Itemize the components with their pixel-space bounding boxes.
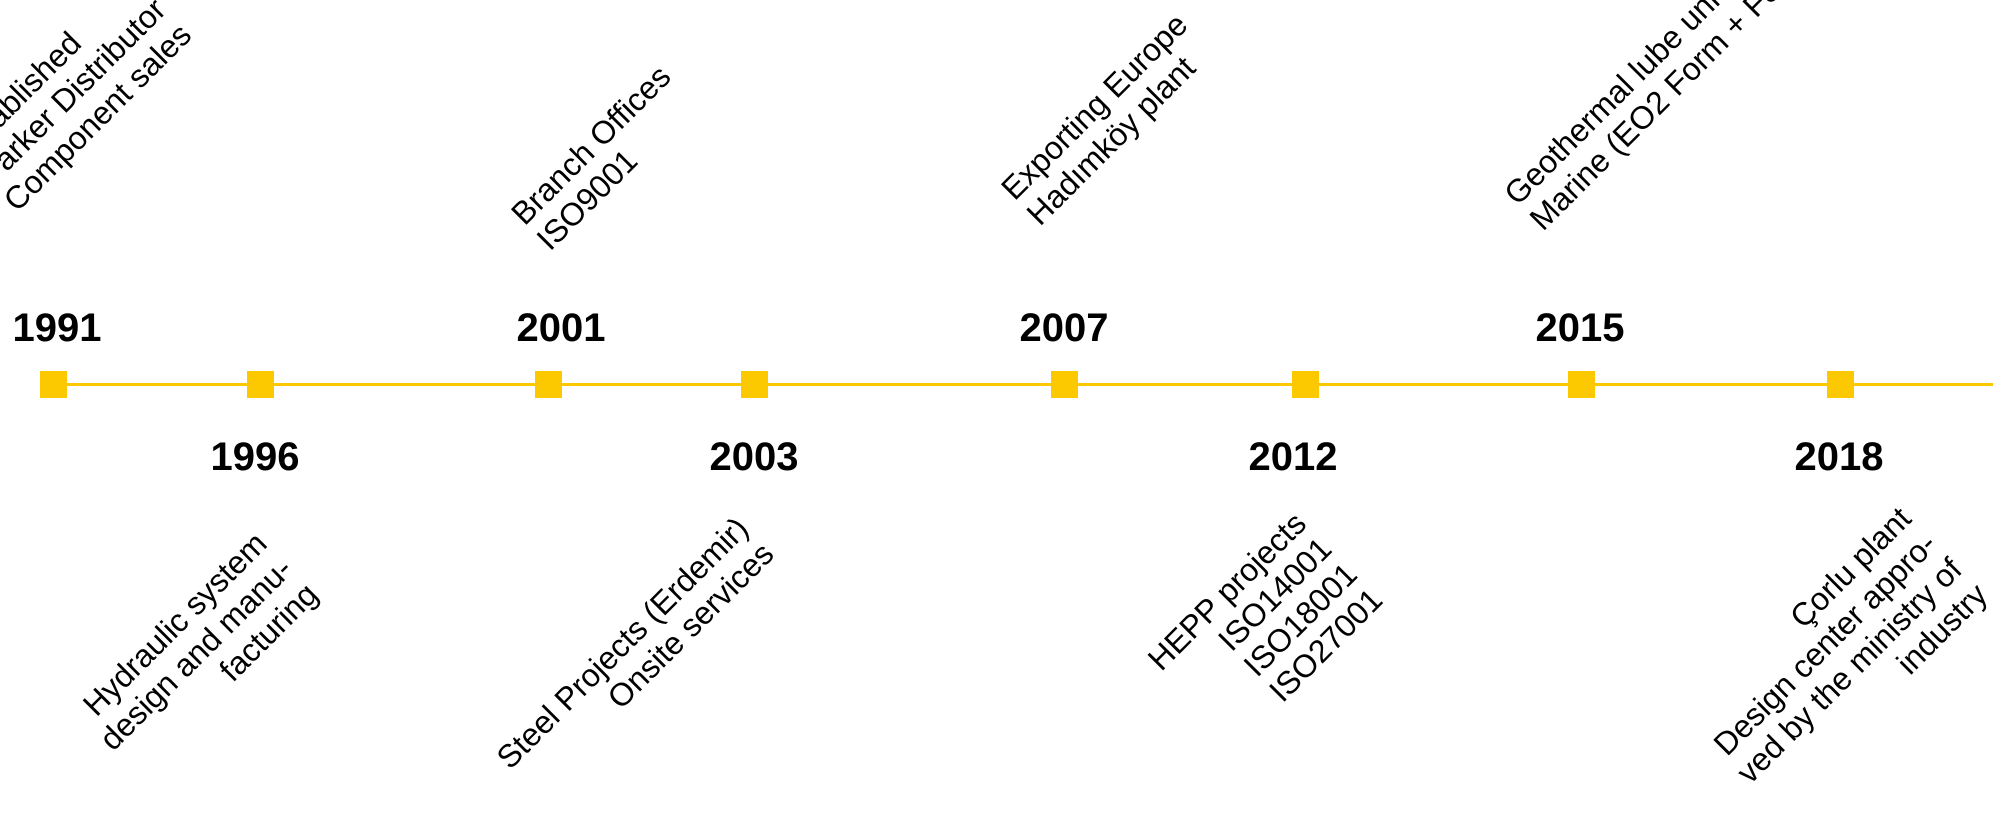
marker-2003 <box>741 371 768 398</box>
marker-2007 <box>1051 371 1078 398</box>
marker-1996 <box>247 371 274 398</box>
marker-2012 <box>1292 371 1319 398</box>
milestone-description-2001: Branch Offices ISO9001 <box>504 58 678 257</box>
marker-1991 <box>40 371 67 398</box>
year-label-1996: 1996 <box>210 435 300 479</box>
milestone-description-2018: Çorlu plant Design center appro- ved by … <box>1706 500 1993 791</box>
marker-2015 <box>1568 371 1595 398</box>
milestone-description-2015: Geothermal lube units Marine (EO2 Form +… <box>1497 0 1808 238</box>
year-label-2003: 2003 <box>709 435 799 479</box>
year-label-1991: 1991 <box>12 306 102 350</box>
timeline-line <box>40 383 1993 386</box>
year-label-2012: 2012 <box>1248 435 1338 479</box>
milestone-description-2012: HEPP projects ISO14001 ISO18001 ISO27001 <box>1140 505 1390 709</box>
milestone-description-2003: Steel Projects (Erdemir) Onsite services <box>489 510 781 776</box>
year-label-2015: 2015 <box>1535 306 1625 350</box>
milestone-description-2007: Exporting Europe Hadımköy plant <box>994 6 1203 233</box>
year-label-2007: 2007 <box>1019 306 1109 350</box>
year-label-2018: 2018 <box>1794 435 1884 479</box>
year-label-2001: 2001 <box>516 306 606 350</box>
milestone-description-1991: Established Parker Distributor Component… <box>0 0 199 219</box>
milestone-description-1996: Hydraulic system design and manu- factur… <box>75 525 325 758</box>
marker-2001 <box>535 371 562 398</box>
marker-2018 <box>1827 371 1854 398</box>
